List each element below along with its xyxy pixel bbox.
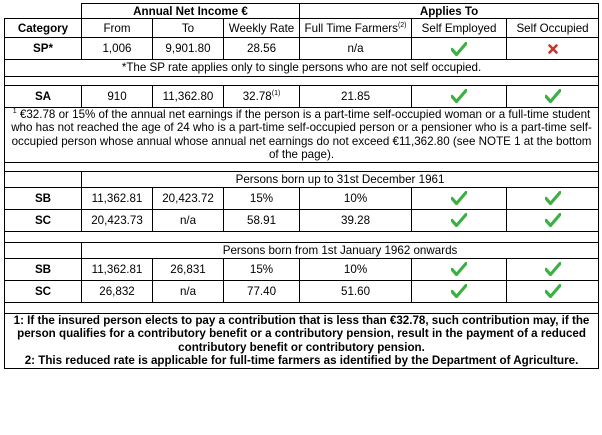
group1-title: Persons born up to 31st December 1961 [80,170,600,188]
empty-corner [4,3,82,19]
green-check-icon [543,261,562,277]
from-cell: 20,423.73 [81,208,153,232]
weekly-rate-value: 32.78 [242,89,272,103]
green-check-icon [450,212,468,228]
weekly-rate-cell: 28.56 [222,37,301,60]
self-occupied-cell [506,208,600,232]
to-cell: 20,423.72 [152,186,224,210]
green-check-icon [450,88,468,104]
weekly-rate-cell: 15% [222,186,301,210]
sa-note-sup: 1 [12,107,17,115]
self-employed-cell [411,208,508,232]
farmers-header: Full Time Farmers(2) [299,18,413,38]
farmers-header-label: Full Time Farmers [304,21,398,35]
to-cell: 9,901.80 [152,37,224,60]
self-employed-cell [411,37,508,60]
farmers-header-sup: (2) [397,21,407,29]
table-row: SC 26,832 n/a 77.40 51.60 [4,279,600,303]
income-title: Annual Net Income € [80,3,301,19]
weekly-rate-cell: 15% [222,257,301,281]
weekly-rate-cell: 77.40 [222,279,301,303]
farmers-cell: 39.28 [299,208,413,232]
table-row: SB 11,362.81 26,831 15% 10% [4,257,600,281]
footnotes: 1: If the insured person elects to pay a… [3,312,600,369]
weekly-rate-cell: 58.91 [222,208,301,232]
green-check-icon [450,283,468,299]
category-cell: SB [4,186,82,210]
self-employed-cell [411,257,508,281]
group2-title: Persons born from 1st January 1962 onwar… [80,241,600,259]
category-cell: SB [4,257,82,281]
category-cell: SC [4,208,82,232]
farmers-cell: 51.60 [299,279,413,303]
green-check-icon [450,261,468,277]
to-cell: 11,362.80 [152,84,224,108]
from-header: From [81,18,153,38]
section-blank [4,170,82,188]
green-check-icon [543,212,562,228]
sa-note-text: €32.78 or 15% of the annual net earnings… [11,107,592,162]
to-cell: n/a [152,279,224,303]
self-occupied-cell [506,279,600,303]
weekly-rate-sup: (1) [271,89,281,97]
green-check-icon [543,283,562,299]
green-check-icon [543,190,562,206]
green-check-icon [543,88,562,104]
sa-note: 1 €32.78 or 15% of the annual net earnin… [3,106,600,163]
farmers-cell: n/a [299,37,413,60]
category-cell: SP* [4,37,82,60]
contribution-rates-table: Annual Net Income € Applies To Category … [3,3,600,369]
from-cell: 1,006 [81,37,153,60]
self-employed-cell [411,279,508,303]
farmers-cell: 10% [299,257,413,281]
spacer [3,301,600,314]
self-employed-header: Self Employed [411,18,508,38]
red-cross-icon [547,44,558,54]
farmers-cell: 10% [299,186,413,210]
to-cell: 26,831 [152,257,224,281]
from-cell: 11,362.81 [81,257,153,281]
to-header: To [152,18,224,38]
self-occupied-header: Self Occupied [506,18,600,38]
table-row: SA 910 11,362.80 32.78(1) 21.85 [4,84,600,108]
footnote-2: 2: This reduced rate is applicable for f… [24,354,579,367]
self-employed-cell [411,186,508,210]
spacer [3,162,600,171]
self-employed-cell [411,84,508,108]
table-row: SB 11,362.81 20,423.72 15% 10% [4,186,600,210]
footnote-1: 1: If the insured person elects to pay a… [13,313,590,354]
spacer [3,76,600,85]
from-cell: 26,832 [81,279,153,303]
contribution-rates-document: Annual Net Income € Applies To Category … [3,3,600,369]
sp-note: *The SP rate applies only to single pers… [3,59,600,77]
section-blank [4,241,82,259]
spacer [3,230,600,243]
from-cell: 11,362.81 [81,186,153,210]
weekly-rate-header: Weekly Rate [222,18,301,38]
self-occupied-cell [506,186,600,210]
category-header: Category [4,18,82,38]
green-check-icon [450,190,468,206]
weekly-rate-cell: 32.78(1) [222,84,301,108]
table-row: SC 20,423.73 n/a 58.91 39.28 [4,208,600,232]
from-cell: 910 [81,84,153,108]
to-cell: n/a [152,208,224,232]
self-occupied-cell [506,37,600,60]
category-cell: SC [4,279,82,303]
applies-title: Applies To [299,3,600,19]
table-row: SP* 1,006 9,901.80 28.56 n/a [4,37,600,60]
green-check-icon [450,41,468,56]
self-occupied-cell [506,84,600,108]
category-cell: SA [4,84,82,108]
farmers-cell: 21.85 [299,84,413,108]
self-occupied-cell [506,257,600,281]
